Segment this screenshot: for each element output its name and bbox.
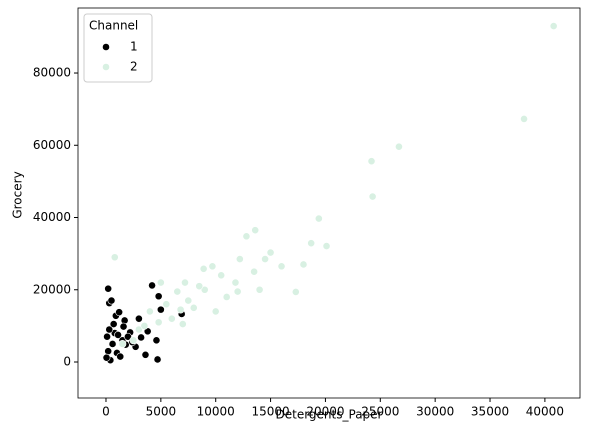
x-tick-label: 35000 xyxy=(471,405,509,419)
point xyxy=(217,271,226,280)
point xyxy=(176,305,185,314)
point xyxy=(235,255,244,263)
point xyxy=(266,248,275,257)
point xyxy=(154,292,163,301)
point xyxy=(395,142,403,151)
point xyxy=(322,242,331,250)
point xyxy=(102,353,111,362)
point xyxy=(156,305,165,314)
point xyxy=(181,278,189,287)
legend-label: 1 xyxy=(130,40,138,54)
legend-marker xyxy=(102,63,110,71)
x-tick-label: 25000 xyxy=(361,405,399,419)
point xyxy=(211,307,220,316)
y-axis-label: Grocery xyxy=(11,171,25,218)
point xyxy=(195,282,204,291)
legend-label: 2 xyxy=(130,60,138,74)
point xyxy=(118,340,127,348)
point xyxy=(116,352,125,361)
point xyxy=(520,114,528,123)
point xyxy=(242,232,251,241)
x-tick-label: 10000 xyxy=(197,405,235,419)
point xyxy=(367,157,376,166)
point xyxy=(129,336,138,345)
point xyxy=(104,347,113,356)
y-tick-label: 0 xyxy=(63,355,71,369)
point xyxy=(250,267,259,276)
point xyxy=(107,296,116,305)
point xyxy=(134,325,143,334)
point xyxy=(368,192,377,201)
x-tick-label: 20000 xyxy=(306,405,344,419)
x-axis-label: Detergents_Paper xyxy=(276,408,383,422)
y-tick-label: 80000 xyxy=(33,66,71,80)
point xyxy=(140,321,149,330)
point xyxy=(119,322,128,331)
point xyxy=(108,340,117,348)
point xyxy=(156,278,165,287)
point xyxy=(251,226,260,235)
point xyxy=(124,332,132,341)
point xyxy=(104,284,113,293)
legend-title: Channel xyxy=(89,19,138,33)
point xyxy=(200,285,209,294)
point xyxy=(115,308,124,317)
point xyxy=(173,287,182,296)
point xyxy=(255,285,264,294)
x-tick-label: 15000 xyxy=(251,405,289,419)
y-tick-label: 40000 xyxy=(33,210,71,224)
point xyxy=(152,336,161,345)
point xyxy=(307,239,316,248)
y-tick-label: 60000 xyxy=(33,138,71,152)
point xyxy=(154,318,163,327)
point xyxy=(222,293,231,301)
point xyxy=(314,214,323,223)
point xyxy=(549,22,558,30)
point xyxy=(231,278,240,287)
point xyxy=(299,260,308,269)
x-tick-label: 5000 xyxy=(146,405,177,419)
x-tick-label: 40000 xyxy=(526,405,564,419)
point xyxy=(199,264,208,273)
point xyxy=(167,314,176,323)
point xyxy=(162,300,171,309)
point xyxy=(110,253,119,262)
point xyxy=(208,262,217,271)
point xyxy=(233,287,242,296)
x-tick-label: 30000 xyxy=(416,405,454,419)
point xyxy=(148,281,156,290)
y-tick-label: 20000 xyxy=(33,282,71,296)
point xyxy=(103,332,111,341)
point xyxy=(277,262,286,271)
point xyxy=(134,314,143,323)
x-tick-label: 0 xyxy=(102,405,110,419)
legend-marker xyxy=(102,43,110,51)
point xyxy=(137,333,145,342)
point xyxy=(114,331,122,339)
point xyxy=(178,320,187,328)
point xyxy=(153,355,162,364)
point xyxy=(145,307,154,316)
legend-box xyxy=(83,13,153,83)
point xyxy=(105,325,114,334)
point xyxy=(189,303,198,312)
point xyxy=(291,288,300,296)
point xyxy=(141,350,150,359)
axes-frame xyxy=(77,7,581,399)
point xyxy=(261,255,269,263)
point xyxy=(184,296,193,305)
point xyxy=(109,320,118,328)
